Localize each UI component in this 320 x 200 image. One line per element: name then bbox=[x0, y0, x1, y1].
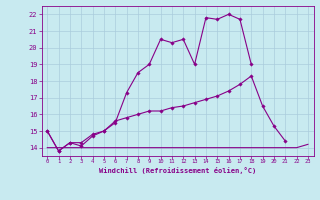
X-axis label: Windchill (Refroidissement éolien,°C): Windchill (Refroidissement éolien,°C) bbox=[99, 167, 256, 174]
